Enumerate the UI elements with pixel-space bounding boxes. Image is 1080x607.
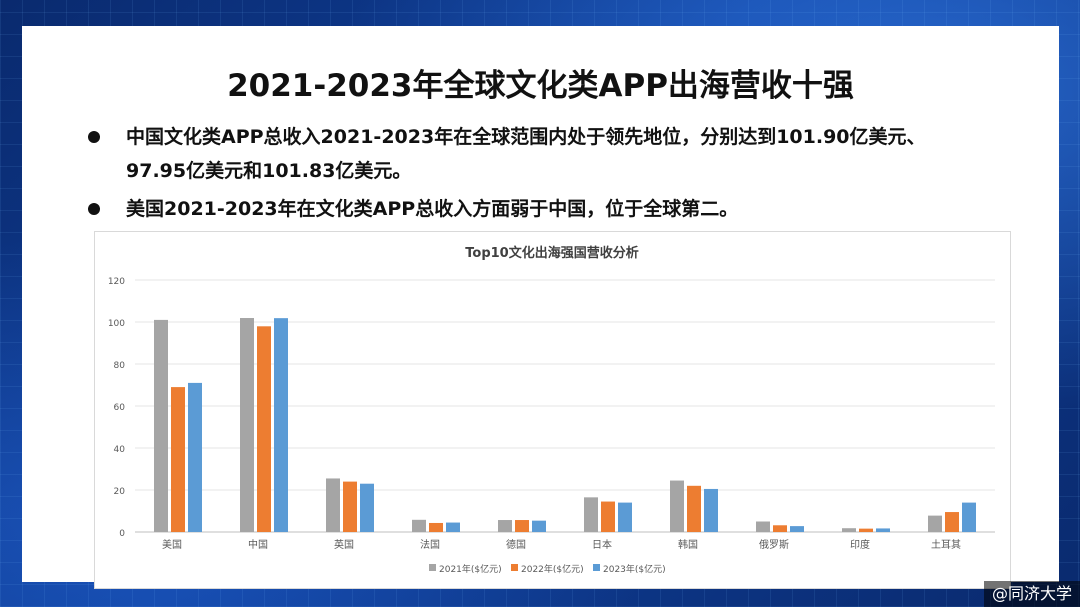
legend-layer: 2021年($亿元) 2022年($亿元) 2023年($亿元): [429, 563, 666, 575]
bar: [584, 497, 598, 532]
x-tick-label: 俄罗斯: [759, 538, 789, 551]
bullet-2-line-1: 美国2021-2023年在文化类APP总收入方面弱于中国，位于全球第二。: [126, 198, 739, 220]
legend-label: 2021年($亿元): [439, 563, 502, 575]
bar: [154, 319, 168, 532]
bar: [859, 528, 873, 532]
bar: [326, 478, 340, 532]
x-tick-label: 法国: [420, 538, 440, 551]
bar: [532, 520, 546, 532]
x-tick-label: 美国: [162, 538, 182, 551]
bar: [928, 515, 942, 532]
bar: [842, 528, 856, 532]
bar: [412, 519, 426, 532]
x-tick-label: 土耳其: [931, 538, 961, 551]
legend-label: 2022年($亿元): [521, 563, 584, 575]
bar: [704, 488, 718, 532]
bar: [773, 525, 787, 532]
y-tick-label: 120: [108, 277, 125, 287]
bar: [446, 522, 460, 532]
bar: [240, 318, 254, 532]
bar: [360, 483, 374, 532]
chart-svg: Top10文化出海强国营收分析 0 20 40 60 80 100 120 美国 中国 英国 法国 德…: [108, 245, 995, 575]
chart-frame: Top10文化出海强国营收分析 0 20 40 60 80 100 120 美国 中国 英国 法国 德…: [94, 231, 1011, 589]
bar: [601, 501, 615, 532]
legend-swatch: [593, 564, 600, 571]
bar: [257, 326, 271, 532]
legend-swatch: [511, 564, 518, 571]
legend-label: 2023年($亿元): [603, 563, 666, 575]
bar: [515, 520, 529, 532]
y-tick-label: 40: [114, 445, 126, 455]
bar: [756, 521, 770, 532]
bar: [945, 512, 959, 532]
bar: [274, 318, 288, 532]
x-tick-label: 德国: [506, 538, 526, 551]
legend-swatch: [429, 564, 436, 571]
slide-card: 2021-2023年全球文化类APP出海营收十强 中国文化类APP总收入2021…: [22, 26, 1059, 589]
bar: [962, 502, 976, 532]
watermark: @同济大学: [983, 581, 1080, 607]
x-tick-label: 日本: [592, 538, 612, 551]
bullet-dot-1: [88, 131, 100, 143]
x-tick-label: 中国: [248, 538, 268, 551]
slide-title: 2021-2023年全球文化类APP出海营收十强: [227, 68, 854, 104]
bar: [429, 522, 443, 532]
bar: [790, 526, 804, 532]
labels-layer: 0 20 40 60 80 100 120 美国 中国 英国 法国 德国 日本 韩国 俄罗斯 印度 土耳其: [108, 277, 961, 551]
y-tick-label: 60: [114, 403, 126, 413]
x-tick-label: 英国: [334, 538, 354, 551]
bar: [618, 502, 632, 532]
bullet-1-line-2: 97.95亿美元和101.83亿美元。: [126, 160, 412, 182]
x-tick-label: 韩国: [678, 538, 698, 551]
bar: [171, 387, 185, 532]
bar: [687, 485, 701, 532]
y-tick-label: 80: [114, 361, 126, 371]
x-tick-label: 印度: [850, 538, 870, 551]
bar: [343, 481, 357, 532]
y-tick-label: 100: [108, 319, 125, 329]
y-tick-label: 20: [114, 487, 126, 497]
chart-title: Top10文化出海强国营收分析: [465, 245, 638, 261]
y-tick-label: 0: [119, 529, 125, 539]
bar: [188, 382, 202, 532]
bullet-dot-2: [88, 203, 100, 215]
bars-layer: [154, 318, 976, 532]
bar: [876, 528, 890, 532]
bar: [498, 520, 512, 532]
bar: [670, 480, 684, 532]
bullet-1-line-1: 中国文化类APP总收入2021-2023年在全球范围内处于领先地位，分别达到10…: [126, 126, 926, 148]
